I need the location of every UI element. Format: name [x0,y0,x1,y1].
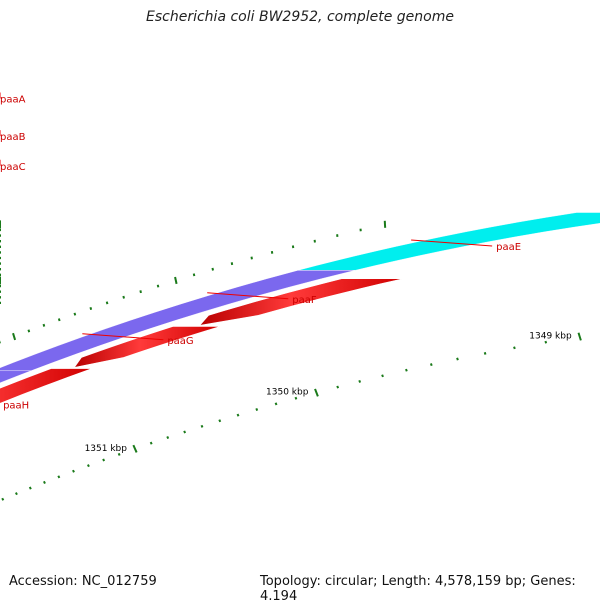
outer-ring-tick [57,318,61,322]
outer-ring-tick [174,276,178,285]
genome-summary-text: Topology: circular; Length: 4,578,159 bp… [260,574,576,600]
outer-ring-tick [42,323,46,327]
ruler-minor-tick [43,480,46,484]
outer-ring-tick [89,306,93,311]
gene-label-paaG: paaG [167,336,193,347]
ruler-major-tick [132,444,138,453]
ruler-minor-tick [72,469,75,473]
ruler-minor-tick [87,464,90,468]
gene-layer [0,278,403,404]
ruler-minor-tick [236,413,240,417]
ruler-tick-label: 1351 kbp [85,444,128,454]
gene-label-paaF: paaF [292,295,317,306]
ruler-tick-label: 1350 kbp [266,388,309,398]
ruler-major-tick [577,332,582,341]
map-title: Escherichia coli BW2952, complete genome [146,9,454,25]
ruler-minor-tick [1,497,5,501]
outer-ring-tick [192,273,196,277]
gene-label-layer: paaApaaBpaaCpaaDpaaEpaaFpaaGpaaHpaaIpaaJ [0,92,521,411]
ruler-minor-tick [28,486,32,490]
forward-cds-arrow [0,368,93,404]
ruler-minor-tick [358,379,362,383]
ruler-minor-tick [14,492,18,496]
ruler-minor-tick [166,436,170,440]
outer-ring-tick [105,301,109,305]
gene-label-paaE: paaE [496,242,521,253]
ruler-minor-tick [255,408,259,411]
ruler-minor-tick [274,402,278,406]
ruler-minor-tick [544,340,548,344]
outer-ring-tick [156,284,160,288]
gene-label-paaH: paaH [3,400,29,411]
ruler-minor-tick [336,385,340,389]
feature-segment [0,270,356,371]
ruler-minor-tick [456,357,459,361]
ruler-minor-tick [513,346,516,350]
ruler-minor-tick [117,452,121,456]
gene-label-paaB: paaB [0,132,26,143]
outer-ring-tick [73,312,77,316]
gene-label-leader [82,333,164,341]
feature-segment [0,370,32,384]
gene-label-paaC: paaC [0,162,26,173]
ruler-minor-tick [294,396,298,400]
ruler-minor-tick [183,430,187,434]
ruler-minor-tick [218,419,222,423]
ruler-major-tick [314,388,319,397]
ruler-minor-tick [149,441,153,445]
ruler-tick-label: 1349 kbp [529,332,572,342]
ruler-minor-tick [102,458,106,462]
feature-ring-layer [0,212,600,384]
ruler-minor-tick [57,475,61,479]
forward-cds-arrow [73,326,221,368]
ruler-minor-tick [483,351,487,355]
accession-text: Accession: NC_012759 [9,574,157,589]
feature-segment [297,212,600,271]
outer-ring-tick [27,329,31,333]
gene-label-leader [411,239,493,247]
outer-ring-tick [139,290,142,294]
gene-label-leader [207,292,289,300]
ruler-minor-tick [200,424,204,428]
outer-ring-tick [122,295,125,299]
outer-ring-tick [12,332,17,341]
ruler-minor-tick [405,368,408,372]
forward-cds-arrow [199,278,403,326]
gene-label-paaA: paaA [0,94,26,105]
ruler-minor-tick [429,363,433,367]
ruler-minor-tick [381,374,384,378]
